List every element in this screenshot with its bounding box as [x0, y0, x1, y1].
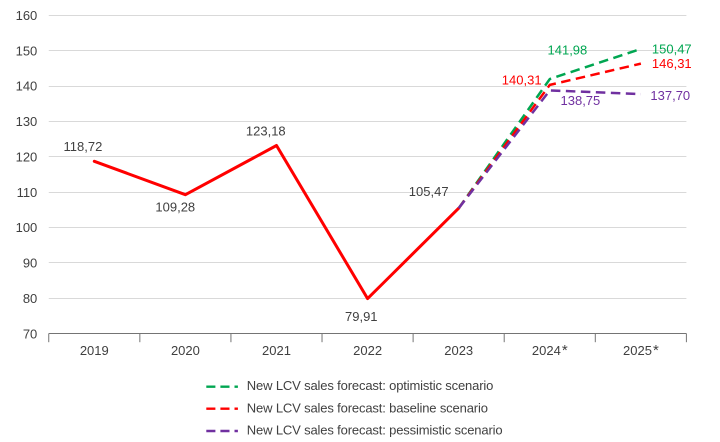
svg-text:2025*: 2025* [623, 342, 659, 359]
svg-text:120: 120 [16, 149, 38, 164]
svg-text:109,28: 109,28 [155, 200, 195, 215]
svg-text:2024*: 2024* [532, 342, 568, 359]
svg-text:150: 150 [16, 43, 38, 58]
svg-text:140: 140 [16, 79, 38, 94]
svg-text:2022: 2022 [353, 343, 382, 358]
svg-text:80: 80 [23, 291, 37, 306]
svg-text:2019: 2019 [80, 343, 109, 358]
svg-text:150,47: 150,47 [652, 42, 692, 57]
svg-text:New LCV sales forecast: baseli: New LCV sales forecast: baseline scenari… [247, 400, 488, 415]
svg-text:160: 160 [16, 8, 38, 23]
svg-text:2020: 2020 [171, 343, 200, 358]
svg-text:2023: 2023 [444, 343, 473, 358]
svg-text:130: 130 [16, 114, 38, 129]
svg-text:105,47: 105,47 [409, 184, 449, 199]
svg-text:90: 90 [23, 256, 37, 271]
svg-text:110: 110 [17, 185, 38, 200]
svg-text:New LCV sales forecast: pessim: New LCV sales forecast: pessimistic scen… [247, 423, 503, 438]
svg-text:140,31: 140,31 [502, 72, 542, 87]
svg-text:New LCV sales forecast: optimi: New LCV sales forecast: optimistic scena… [247, 378, 493, 393]
svg-text:79,91: 79,91 [345, 309, 378, 324]
svg-text:123,18: 123,18 [246, 123, 286, 138]
svg-text:70: 70 [23, 326, 37, 341]
svg-text:2021: 2021 [262, 343, 291, 358]
svg-text:137,70: 137,70 [650, 88, 690, 103]
svg-text:100: 100 [16, 220, 38, 235]
svg-text:138,75: 138,75 [561, 93, 601, 108]
svg-text:146,31: 146,31 [652, 56, 692, 71]
svg-text:141,98: 141,98 [548, 43, 588, 58]
svg-text:118,72: 118,72 [64, 139, 103, 154]
